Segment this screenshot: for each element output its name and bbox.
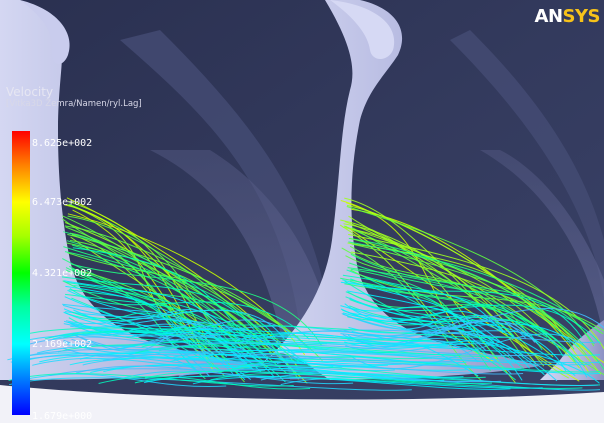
streamline [345, 255, 570, 335]
streamline [62, 304, 226, 331]
streamline [172, 361, 524, 375]
streamline [22, 327, 433, 342]
streamline [216, 325, 447, 340]
streamline [63, 231, 250, 331]
streamline [98, 376, 311, 390]
blade-left [0, 0, 260, 380]
streamline [65, 309, 286, 340]
streamline [71, 234, 214, 358]
streamline [341, 247, 527, 332]
streamline [347, 267, 586, 367]
streamline [201, 349, 467, 364]
streamline [18, 373, 227, 388]
logo-text-sys: SYS [562, 6, 601, 27]
hub-surface [0, 385, 604, 423]
streamline [351, 243, 604, 335]
passage-surface-right [480, 150, 604, 340]
legend-tick-min: 1.679e+000 [32, 411, 93, 422]
streamline [346, 204, 598, 362]
passage-shade-right [450, 30, 604, 300]
legend-subtitle: [Vitka3D Zemra/Namen/ryl.Lag] [6, 99, 142, 109]
streamline [351, 308, 604, 340]
streamline [70, 263, 322, 346]
streamline [69, 288, 310, 340]
streamline [347, 315, 527, 345]
streamline [67, 252, 290, 334]
streamline [348, 233, 604, 350]
streamline [349, 297, 567, 372]
streamline [342, 309, 515, 337]
streamline [72, 311, 196, 332]
streamline [57, 344, 362, 358]
ansys-logo: ANSYS [534, 6, 601, 27]
streamline [61, 276, 255, 331]
blade-tip-middle [330, 0, 395, 59]
streamline [63, 280, 238, 337]
streamline [67, 233, 323, 361]
logo-text-an: AN [534, 6, 564, 27]
streamline [344, 197, 569, 379]
streamline [73, 334, 202, 374]
streamline [351, 251, 602, 375]
streamline [72, 268, 245, 383]
streamline [52, 331, 471, 346]
streamline [276, 329, 601, 343]
streamline [63, 333, 219, 353]
streamline [143, 375, 543, 389]
streamline [161, 324, 515, 338]
streamline [169, 354, 376, 368]
streamline [192, 376, 511, 390]
streamline [346, 206, 595, 347]
streamline [102, 353, 487, 367]
streamline [65, 293, 252, 356]
streamline [72, 247, 248, 343]
legend-tick-max: 8.625e+002 [32, 138, 93, 149]
streamline [350, 253, 595, 345]
streamline [349, 299, 601, 344]
passage-surface-left [150, 150, 340, 380]
streamline [144, 370, 492, 385]
streamline [64, 225, 299, 338]
streamline [158, 343, 509, 357]
streamline [344, 303, 506, 333]
streamline [32, 357, 266, 372]
streamline [62, 323, 216, 358]
streamline [228, 342, 601, 356]
legend-tick-4: 2.169e+002 [32, 339, 93, 350]
streamline [22, 333, 430, 348]
streamline [348, 312, 545, 376]
legend-title: Velocity [6, 85, 54, 99]
streamline [342, 312, 523, 381]
streamlines [7, 197, 604, 391]
streamline [348, 215, 580, 369]
legend-tick-3: 4.321e+002 [32, 268, 93, 279]
streamline [340, 308, 600, 384]
streamline [66, 242, 282, 344]
legend-tick-2: 6.473e+002 [32, 197, 93, 208]
streamline [75, 365, 307, 380]
blade-tip-left [20, 0, 70, 65]
streamline [342, 279, 487, 341]
streamline [349, 262, 575, 350]
streamline [157, 342, 537, 357]
streamline [345, 296, 524, 369]
streamline [347, 290, 576, 377]
streamline [237, 359, 601, 373]
streamline [348, 323, 579, 348]
streamline [8, 373, 294, 387]
streamline [234, 348, 521, 363]
streamline [235, 332, 448, 347]
legend-colorbar [12, 131, 30, 415]
blade-middle [260, 0, 540, 380]
